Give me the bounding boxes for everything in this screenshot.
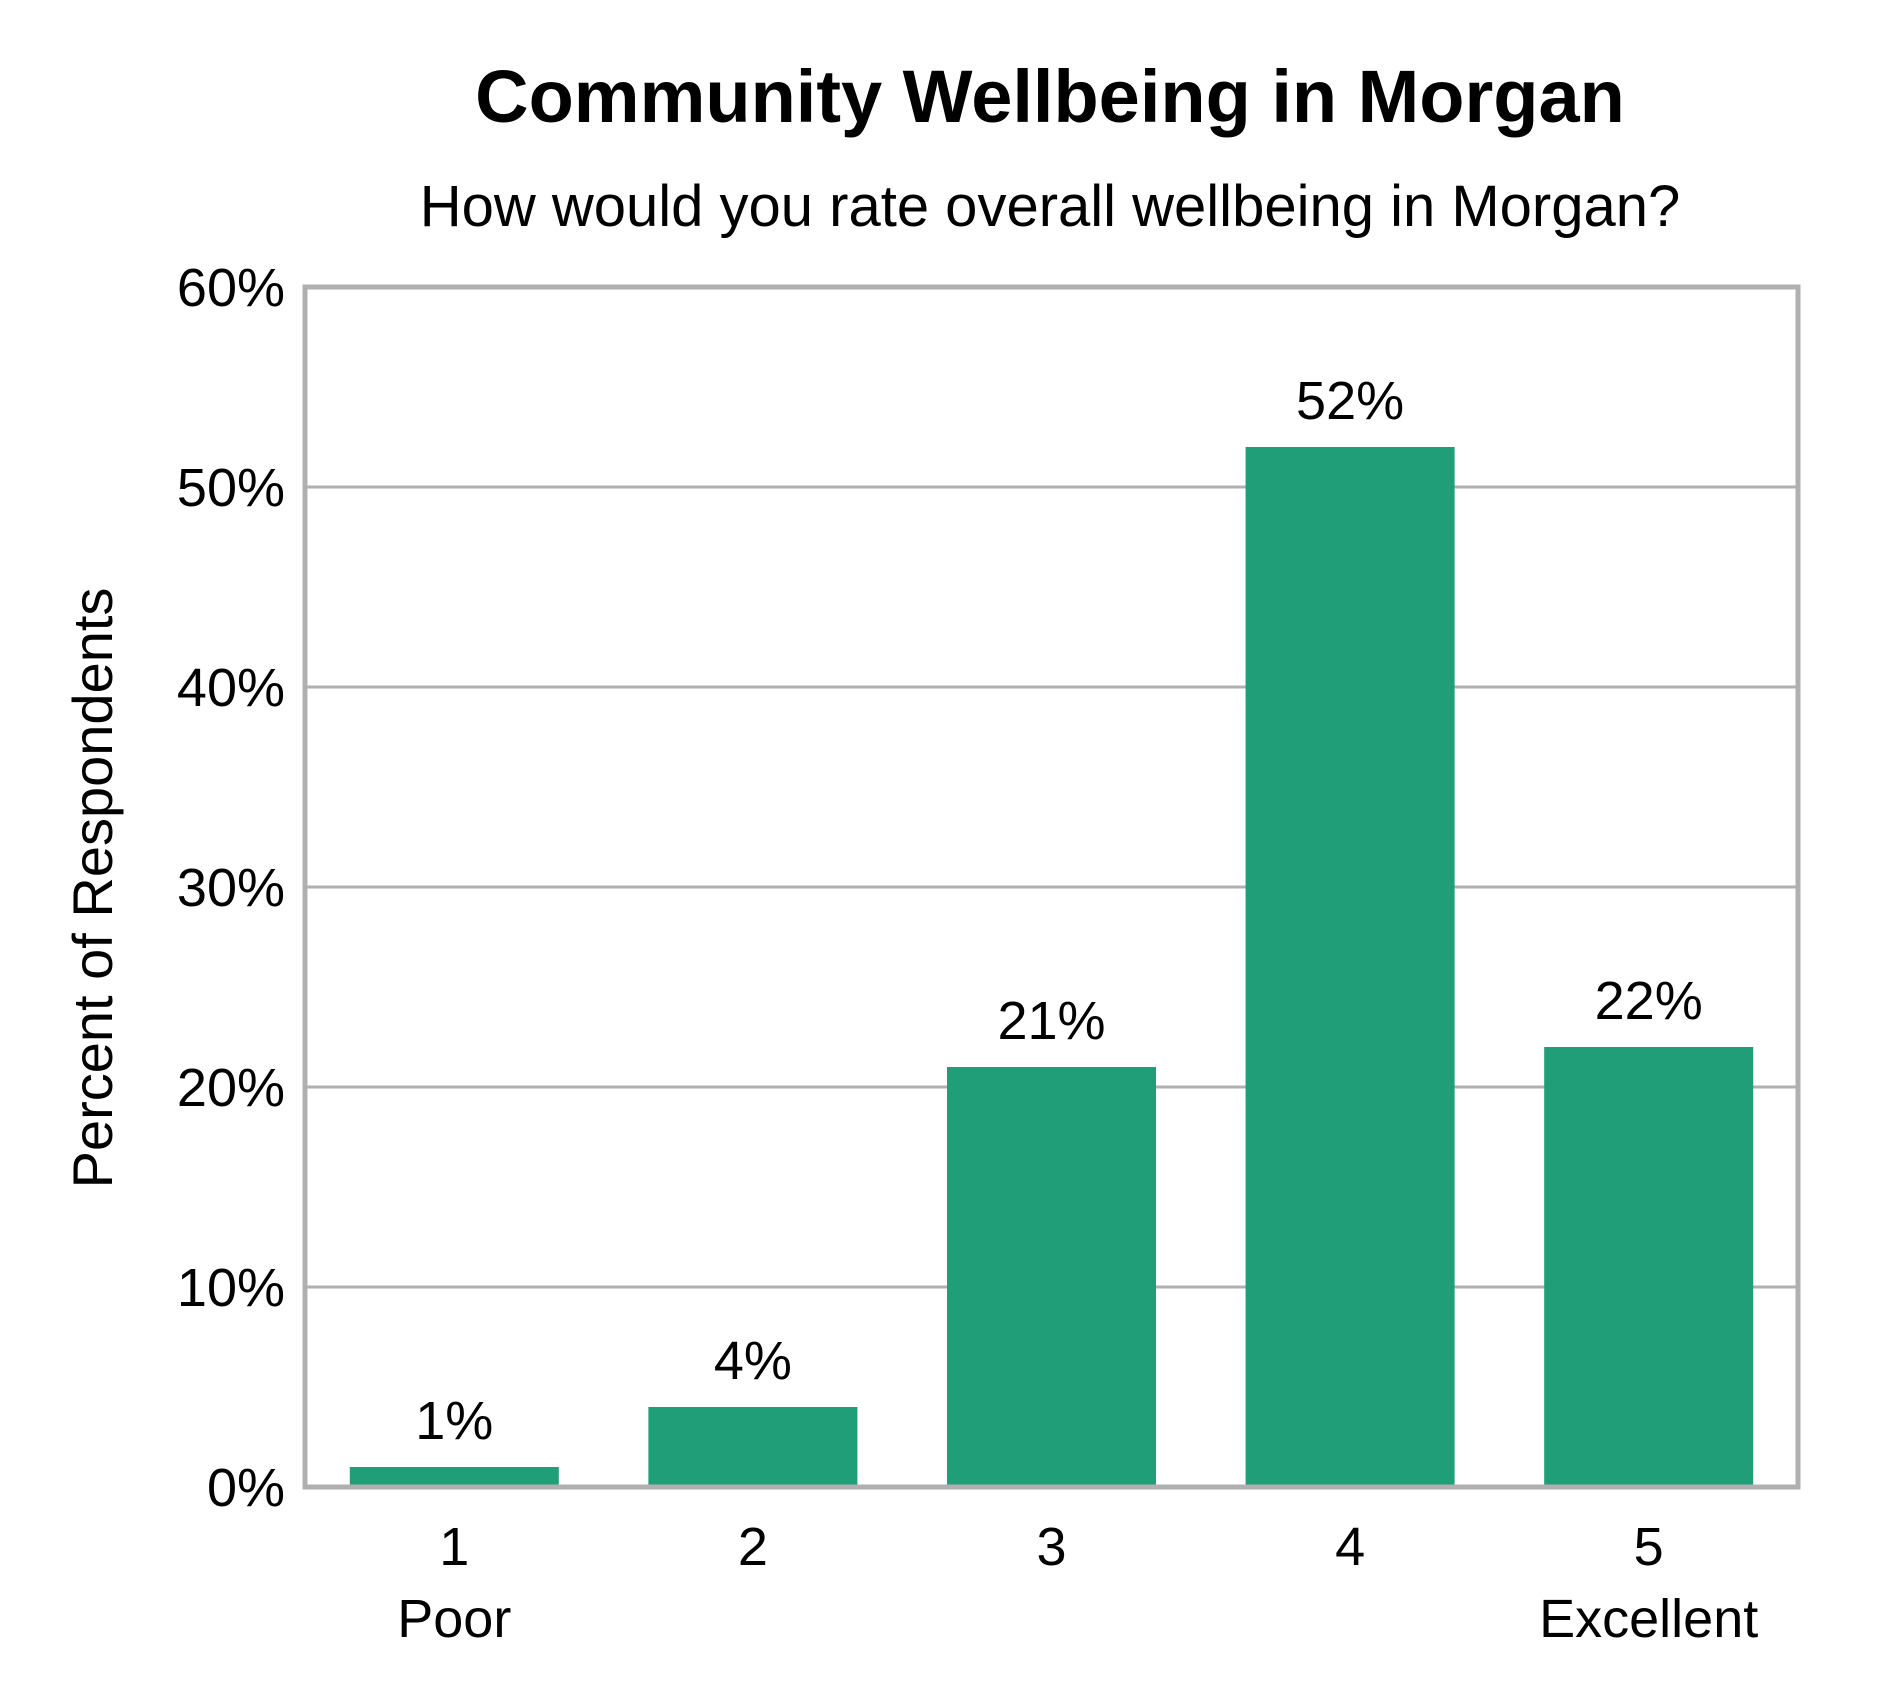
data-label-2: 4% xyxy=(714,1331,792,1391)
data-label-3: 21% xyxy=(997,991,1105,1051)
chart-title: Community Wellbeing in Morgan xyxy=(475,55,1625,138)
y-tick-label: 10% xyxy=(177,1258,285,1318)
bar-1 xyxy=(349,1467,559,1487)
x-tick-sublabel-excellent: Excellent xyxy=(1539,1589,1758,1649)
y-axis-ticks: 0% 10% 20% 30% 40% 50% 60% xyxy=(177,258,285,1518)
y-tick-label: 50% xyxy=(177,458,285,518)
plot-frame xyxy=(302,284,1801,1490)
x-tick-label-4: 4 xyxy=(1335,1517,1365,1577)
bars xyxy=(349,447,1754,1487)
x-axis-ticks: 1 Poor 2 3 4 5 Excellent xyxy=(397,1517,1758,1649)
bar-2 xyxy=(648,1407,858,1487)
x-tick-label-1: 1 xyxy=(439,1517,469,1577)
bar-4 xyxy=(1245,447,1455,1487)
data-label-4: 52% xyxy=(1296,371,1404,431)
x-tick-sublabel-poor: Poor xyxy=(397,1589,511,1649)
data-labels: 1% 4% 21% 52% 22% xyxy=(415,371,1702,1451)
x-tick-label-3: 3 xyxy=(1036,1517,1066,1577)
y-tick-label: 30% xyxy=(177,858,285,918)
y-tick-label: 40% xyxy=(177,658,285,718)
y-tick-label: 60% xyxy=(177,258,285,318)
bar-5 xyxy=(1544,1047,1754,1487)
chart-subtitle: How would you rate overall wellbeing in … xyxy=(420,174,1681,239)
x-tick-label-2: 2 xyxy=(738,1517,768,1577)
y-tick-label: 20% xyxy=(177,1058,285,1118)
bar-3 xyxy=(946,1067,1157,1487)
x-tick-label-5: 5 xyxy=(1634,1517,1664,1577)
y-axis-label: Percent of Respondents xyxy=(61,588,124,1189)
data-label-5: 22% xyxy=(1595,971,1703,1031)
data-label-1: 1% xyxy=(415,1391,493,1451)
y-tick-label: 0% xyxy=(207,1458,285,1518)
